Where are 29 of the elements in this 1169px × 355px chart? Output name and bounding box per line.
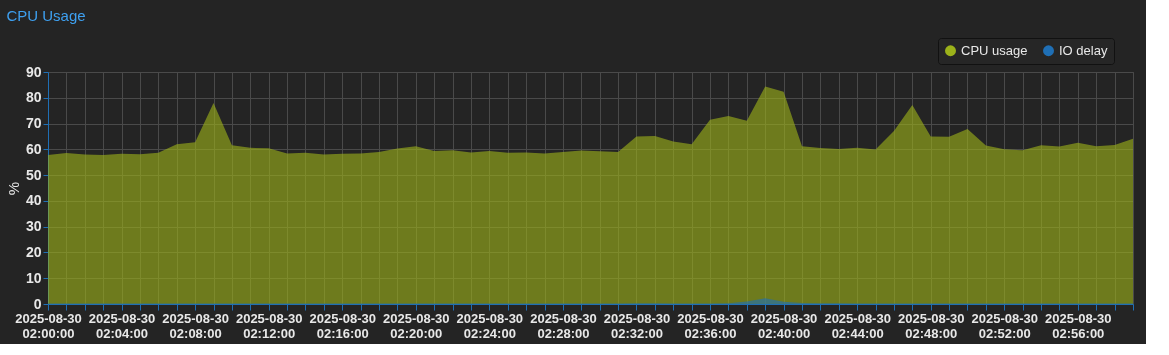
x-tick-label: 2025-08-30 02:44:00: [824, 310, 891, 341]
x-tick-label: 2025-08-30 02:36:00: [677, 310, 744, 341]
y-tick-label: 70: [25, 115, 42, 132]
y-axis-title: %: [4, 181, 22, 196]
y-tick-label: 60: [25, 140, 42, 157]
y-tick-label: 40: [25, 192, 42, 209]
legend-label: IO delay: [1059, 42, 1108, 58]
x-tick-label: 2025-08-30 02:56:00: [1045, 310, 1112, 341]
x-tick-label: 2025-08-30 02:48:00: [897, 310, 965, 341]
x-tick-label: 2025-08-30 02:08:00: [162, 310, 229, 341]
x-tick-label: 2025-08-30 02:12:00: [235, 310, 303, 341]
x-tick-label: 2025-08-30 02:40:00: [750, 310, 818, 341]
x-tick-label: 2025-08-30 02:24:00: [456, 310, 524, 341]
legend-label: CPU usage: [961, 42, 1028, 58]
x-tick-label: 2025-08-30 02:32:00: [603, 310, 671, 341]
x-tick-label: 2025-08-30 02:20:00: [383, 310, 450, 341]
x-tick-label: 2025-08-30 02:52:00: [971, 310, 1039, 341]
chart-title: CPU Usage: [6, 6, 86, 24]
y-tick-label: 20: [25, 243, 42, 260]
y-tick-label: 90: [25, 63, 42, 80]
x-tick-label: 2025-08-30 02:16:00: [309, 310, 376, 341]
y-tick-label: 30: [25, 218, 42, 235]
x-tick-label: 2025-08-30 02:00:00: [15, 310, 82, 341]
y-tick-label: 80: [25, 89, 42, 106]
y-tick-label: 0: [33, 295, 42, 312]
y-tick-label: 50: [25, 166, 42, 183]
y-tick-label: 10: [25, 269, 42, 286]
x-tick-label: 2025-08-30 02:28:00: [530, 310, 597, 341]
x-tick-label: 2025-08-30 02:04:00: [88, 310, 156, 341]
